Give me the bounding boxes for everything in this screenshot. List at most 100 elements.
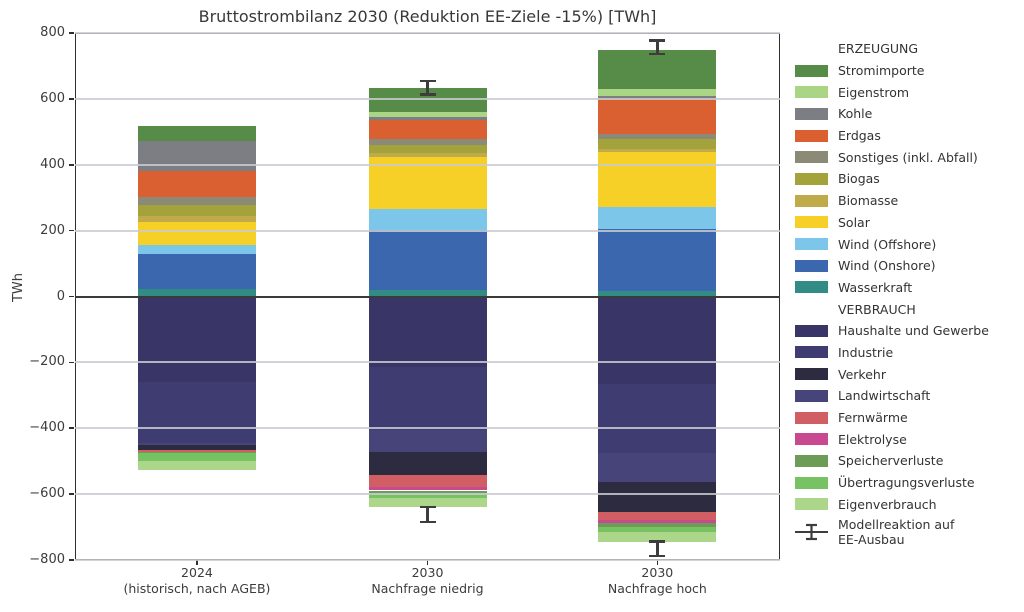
y-tick-label: 200 xyxy=(40,222,65,238)
bar-segment-industrie xyxy=(368,366,487,430)
bar-segment-fernw-rme xyxy=(598,511,717,521)
legend-color-swatch xyxy=(795,454,828,467)
legend-color-swatch xyxy=(795,389,828,402)
bar-segment-sonstiges-inkl-abfall- xyxy=(368,139,487,145)
bar-segment-stromimporte xyxy=(598,50,717,90)
bar-segment-biomasse xyxy=(598,148,717,153)
bar-segment-biogas xyxy=(598,139,717,149)
bar-segment-erdgas xyxy=(598,99,717,135)
legend-item: Übertragungsverluste xyxy=(795,472,1021,494)
bar-segment-biogas xyxy=(368,144,487,154)
error-bar-cap xyxy=(649,540,666,543)
y-tick-label: 600 xyxy=(40,90,65,106)
bar-segment-eigenverbrauch xyxy=(598,531,717,542)
y-tick-label: −200 xyxy=(29,354,65,370)
y-tick-label: −800 xyxy=(29,552,65,567)
bar-segment-eigenstrom xyxy=(368,112,487,117)
bar-segment--bertragungsverluste xyxy=(137,452,256,461)
legend-color-swatch xyxy=(795,172,828,185)
legend-color-swatch xyxy=(795,259,828,272)
error-bar xyxy=(656,541,659,557)
legend-item: Haushalte und Gewerbe xyxy=(795,320,1021,342)
bar-segment-solar xyxy=(137,222,256,246)
bar-segment-industrie xyxy=(598,383,717,453)
bar-segment-stromimporte xyxy=(368,88,487,113)
y-tick-label: 0 xyxy=(56,288,65,304)
y-tick-mark xyxy=(69,361,74,364)
legend-color-swatch xyxy=(795,107,828,120)
chart-title: Bruttostrombilanz 2030 (Reduktion EE-Zie… xyxy=(198,7,657,26)
legend-color-swatch xyxy=(795,368,828,381)
bar-segment-wind-offshore- xyxy=(137,245,256,254)
legend-item: Fernwärme xyxy=(795,407,1021,429)
x-category-line1: 2030 xyxy=(641,565,674,580)
y-tick-mark xyxy=(69,163,74,166)
legend-label: Eigenverbrauch xyxy=(838,496,937,512)
bar-segment-eigenverbrauch xyxy=(368,498,487,508)
legend-color-swatch xyxy=(795,86,828,99)
bar-segment-solar xyxy=(368,156,487,209)
bar-segment--bertragungsverluste xyxy=(598,527,717,532)
bar-segment-erdgas xyxy=(137,171,256,198)
x-category-line2: (historisch, nach AGEB) xyxy=(123,581,271,596)
legend-item: Stromimporte xyxy=(795,60,1021,82)
legend-color-swatch xyxy=(795,151,828,164)
legend-color-swatch xyxy=(795,129,828,142)
x-category-line1: 2024 xyxy=(181,565,213,580)
error-bar xyxy=(426,80,429,95)
legend-label: Übertragungsverluste xyxy=(838,475,975,491)
legend-item-model-reaction: Modellreaktion auf EE-Ausbau xyxy=(795,515,1021,549)
bar-segment-kohle xyxy=(598,95,717,100)
bar-segment-fernw-rme xyxy=(137,450,256,452)
legend-color-swatch xyxy=(795,64,828,77)
bar-segment--bertragungsverluste xyxy=(368,493,487,499)
y-tick-mark xyxy=(69,98,74,100)
legend-swatch-spacer xyxy=(795,303,828,315)
legend-item: Landwirtschaft xyxy=(795,385,1021,407)
bar-segment-landwirtschaft xyxy=(137,443,256,446)
bar-segment-wind-offshore- xyxy=(598,207,717,229)
y-tick-label: −600 xyxy=(29,486,65,502)
bar-segment-industrie xyxy=(137,382,256,444)
y-tick-label: −400 xyxy=(29,420,65,436)
x-tick-mark xyxy=(196,560,198,565)
legend-color-swatch xyxy=(795,281,828,294)
legend-label: VERBRAUCH xyxy=(838,301,916,317)
bar-segment-landwirtschaft xyxy=(368,429,487,452)
legend-label: Sonstiges (inkl. Abfall) xyxy=(838,149,978,165)
y-tick-mark xyxy=(69,295,74,298)
error-bar-cap xyxy=(419,506,436,509)
bar-segment-elektrolyse xyxy=(368,486,487,491)
legend-label: Verkehr xyxy=(838,366,886,382)
legend: ERZEUGUNG Stromimporte Eigenstrom Kohle Erdg… xyxy=(795,38,1021,549)
y-tick-label: 800 xyxy=(40,25,65,40)
legend-section-header: ERZEUGUNG xyxy=(795,38,1021,60)
legend-color-swatch xyxy=(795,411,828,424)
bar-segment-wind-onshore- xyxy=(137,254,256,290)
bar-segment-wind-onshore- xyxy=(368,229,487,290)
y-tick-mark xyxy=(69,493,74,495)
legend-item: Biogas xyxy=(795,168,1021,190)
legend-item: Wind (Offshore) xyxy=(795,233,1021,255)
x-tick-mark xyxy=(656,560,659,565)
legend-item: Eigenverbrauch xyxy=(795,493,1021,515)
legend-label: Biogas xyxy=(838,171,880,187)
error-bar-cap xyxy=(649,39,666,42)
legend-color-swatch xyxy=(795,346,828,359)
legend-item: Industrie xyxy=(795,342,1021,364)
bar-segment-kohle xyxy=(368,116,487,121)
bar-segment-speicherverluste xyxy=(368,490,487,494)
bar-segment-biogas xyxy=(137,205,256,217)
bar-segment-elektrolyse xyxy=(598,520,717,524)
bar-segment-sonstiges-inkl-abfall- xyxy=(598,134,717,140)
y-tick-mark xyxy=(69,229,74,232)
legend-label: Elektrolyse xyxy=(838,431,907,447)
bar-segment-erdgas xyxy=(368,120,487,140)
error-bar-cap xyxy=(649,52,666,55)
error-bar xyxy=(656,40,659,54)
bar-segment-biomasse xyxy=(137,216,256,223)
bar-segment-verkehr xyxy=(368,451,487,475)
legend-color-swatch xyxy=(795,324,828,337)
legend-item: Eigenstrom xyxy=(795,81,1021,103)
legend-section-header: VERBRAUCH xyxy=(795,298,1021,320)
